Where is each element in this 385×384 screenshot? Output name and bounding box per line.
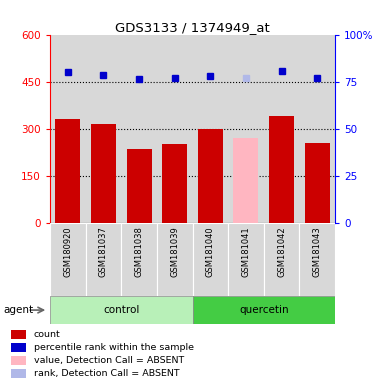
Text: GSM181042: GSM181042 [277, 227, 286, 277]
Text: agent: agent [4, 305, 34, 315]
Bar [228, 35, 264, 223]
Bar [55, 119, 80, 223]
Bar [162, 144, 187, 223]
Bar [50, 35, 85, 223]
Bar [269, 116, 294, 223]
Bar [192, 35, 228, 223]
Text: quercetin: quercetin [239, 305, 288, 315]
Bar [157, 35, 192, 223]
Text: count: count [33, 330, 60, 339]
Bar [12, 343, 26, 353]
Bar [233, 138, 258, 223]
Bar [157, 223, 192, 296]
Bar [264, 35, 300, 223]
Bar [192, 223, 228, 296]
Bar [228, 223, 264, 296]
Bar [121, 35, 157, 223]
Bar [305, 143, 330, 223]
Text: control: control [103, 305, 139, 315]
Text: percentile rank within the sample: percentile rank within the sample [33, 343, 194, 352]
Bar [50, 223, 85, 296]
Text: GDS3133 / 1374949_at: GDS3133 / 1374949_at [115, 21, 270, 34]
Bar [12, 330, 26, 339]
Bar [12, 369, 26, 378]
Bar [91, 124, 116, 223]
Bar [192, 296, 335, 324]
Text: GSM180920: GSM180920 [64, 227, 72, 277]
Bar [12, 356, 26, 366]
Text: GSM181038: GSM181038 [135, 227, 144, 277]
Bar [50, 296, 192, 324]
Bar [198, 129, 223, 223]
Text: GSM181040: GSM181040 [206, 227, 215, 277]
Text: GSM181043: GSM181043 [313, 227, 321, 277]
Text: value, Detection Call = ABSENT: value, Detection Call = ABSENT [33, 356, 184, 365]
Text: GSM181041: GSM181041 [241, 227, 250, 277]
Bar [85, 223, 121, 296]
Bar [85, 35, 121, 223]
Text: GSM181039: GSM181039 [170, 227, 179, 277]
Bar [127, 149, 152, 223]
Bar [121, 223, 157, 296]
Bar [300, 223, 335, 296]
Text: rank, Detection Call = ABSENT: rank, Detection Call = ABSENT [33, 369, 179, 378]
Bar [264, 223, 300, 296]
Text: GSM181037: GSM181037 [99, 227, 108, 277]
Bar [300, 35, 335, 223]
